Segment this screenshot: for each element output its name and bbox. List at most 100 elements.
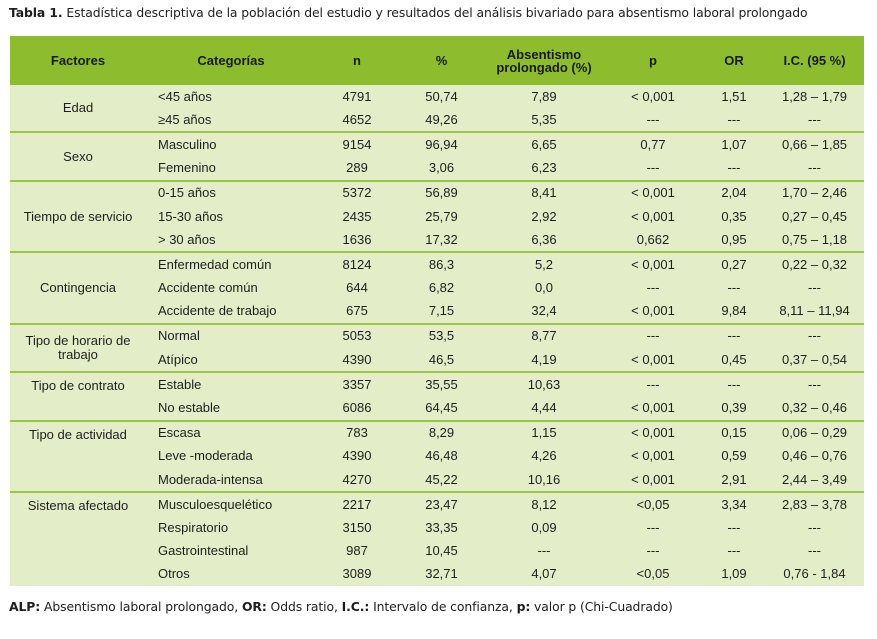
factor-cell: Edad [10, 85, 146, 133]
table-row: Contingencia Enfermedad común 8124 86,3 5,2 <… [10, 251, 864, 324]
ic-cell: 0,32 – 0,46 [765, 396, 864, 421]
header-n: n [316, 36, 398, 85]
ic-cell: 0,27 – 0,45 [765, 204, 864, 229]
table-row: Sexo Masculino 9154 96,94 6,65 0,77 1,07 0,66 –… [10, 131, 864, 181]
p-cell: < 0,001 [603, 348, 703, 373]
p-cell: --- [603, 156, 703, 181]
or-cell: 0,59 [703, 444, 765, 468]
p-cell: 0,77 [603, 131, 703, 157]
category-cell: > 30 años [146, 228, 316, 253]
category-cell: Gastrointestinal [146, 539, 316, 563]
category-cell: <45 años [146, 85, 316, 109]
table-row: Otros 3089 32,71 4,07 <0,05 1,09 0,76 - 1,84 [10, 562, 864, 586]
ic-cell: --- [765, 539, 864, 563]
or-cell: 0,35 [703, 204, 765, 229]
factor-cell: Sistema afectado [10, 491, 146, 586]
ic-cell: --- [765, 276, 864, 300]
table-caption: Tabla 1. Estadística descriptiva de la p… [9, 5, 808, 20]
category-cell: Normal [146, 322, 316, 349]
abs-cell: 4,26 [485, 444, 603, 468]
footnote-text: valor p (Chi-Cuadrado) [530, 599, 673, 614]
category-cell: Accidente común [146, 276, 316, 300]
table-row: > 30 años 1636 17,32 6,36 0,662 0,95 0,75 – 1,… [10, 228, 864, 253]
header-ic: I.C. (95 %) [765, 36, 864, 85]
table-row: Tipo de contrato Estable 3357 35,55 10,63 ---… [10, 371, 864, 421]
abs-cell: 0,09 [485, 516, 603, 540]
pct-cell: 3,06 [398, 156, 485, 181]
pct-cell: 96,94 [398, 131, 485, 157]
n-cell: 675 [316, 299, 398, 324]
table-row: Atípico 4390 46,5 4,19 < 0,001 0,45 0,37 – 0,5… [10, 348, 864, 373]
ic-cell: 1,28 – 1,79 [765, 85, 864, 109]
or-cell: --- [703, 371, 765, 397]
table-row: No estable 6086 64,45 4,44 < 0,001 0,39 0,32 –… [10, 396, 864, 421]
ic-cell: --- [765, 322, 864, 349]
category-cell: 15-30 años [146, 204, 316, 229]
ic-cell: 1,70 – 2,46 [765, 179, 864, 205]
table-row: Tipo de horario de trabajo Normal 5053 53,5… [10, 322, 864, 373]
category-cell: Respiratorio [146, 516, 316, 540]
header-absentismo: Absentismo prolongado (%) [485, 36, 603, 85]
n-cell: 4270 [316, 468, 398, 493]
p-cell: --- [603, 539, 703, 563]
category-cell: Accidente de trabajo [146, 299, 316, 324]
ic-cell: 2,83 – 3,78 [765, 491, 864, 517]
n-cell: 644 [316, 276, 398, 300]
table-row: Sistema afectado Musculoesquelético 2217 23… [10, 491, 864, 586]
abs-cell: 10,16 [485, 468, 603, 493]
table-row: Moderada-intensa 4270 45,22 10,16 < 0,001 2,9… [10, 468, 864, 493]
p-cell: <0,05 [603, 562, 703, 586]
header-pct: % [398, 36, 485, 85]
abs-cell: 2,92 [485, 204, 603, 229]
ic-cell: --- [765, 516, 864, 540]
p-cell: < 0,001 [603, 444, 703, 468]
or-cell: 1,09 [703, 562, 765, 586]
ic-cell: --- [765, 156, 864, 181]
n-cell: 3357 [316, 371, 398, 397]
table-row: Accidente de trabajo 675 7,15 32,4 < 0,001 9,… [10, 299, 864, 324]
factor-cell: Sexo [10, 131, 146, 181]
n-cell: 3150 [316, 516, 398, 540]
abs-cell: 4,44 [485, 396, 603, 421]
category-cell: Enfermedad común [146, 251, 316, 277]
n-cell: 289 [316, 156, 398, 181]
abs-cell: --- [485, 539, 603, 563]
n-cell: 5372 [316, 179, 398, 205]
pct-cell: 32,71 [398, 562, 485, 586]
abs-cell: 6,65 [485, 131, 603, 157]
table-row: Tiempo de servicio 0-15 años 5372 56,89 8,41… [10, 179, 864, 253]
pct-cell: 56,89 [398, 179, 485, 205]
p-cell: --- [603, 516, 703, 540]
n-cell: 783 [316, 419, 398, 445]
ic-cell: 0,46 – 0,76 [765, 444, 864, 468]
category-cell: Atípico [146, 348, 316, 373]
table-row: Femenino 289 3,06 6,23 --- --- --- [10, 156, 864, 181]
or-cell: --- [703, 276, 765, 300]
abs-cell: 5,2 [485, 251, 603, 277]
n-cell: 8124 [316, 251, 398, 277]
table-row: ≥45 años 4652 49,26 5,35 --- --- --- [10, 108, 864, 133]
pct-cell: 7,15 [398, 299, 485, 324]
abs-cell: 6,23 [485, 156, 603, 181]
ic-cell: 0,37 – 0,54 [765, 348, 864, 373]
pct-cell: 45,22 [398, 468, 485, 493]
category-cell: Moderada-intensa [146, 468, 316, 493]
table-row: Tipo de actividad Escasa 783 8,29 1,15 < 0,00… [10, 419, 864, 493]
n-cell: 6086 [316, 396, 398, 421]
abs-cell: 6,36 [485, 228, 603, 253]
p-cell: < 0,001 [603, 419, 703, 445]
abs-cell: 32,4 [485, 299, 603, 324]
ic-cell: 8,11 – 11,94 [765, 299, 864, 324]
header-or: OR [703, 36, 765, 85]
ic-cell: 0,22 – 0,32 [765, 251, 864, 277]
pct-cell: 50,74 [398, 85, 485, 109]
pct-cell: 6,82 [398, 276, 485, 300]
n-cell: 9154 [316, 131, 398, 157]
or-cell: --- [703, 156, 765, 181]
p-cell: < 0,001 [603, 179, 703, 205]
abs-cell: 5,35 [485, 108, 603, 133]
p-cell: --- [603, 322, 703, 349]
p-cell: < 0,001 [603, 251, 703, 277]
category-cell: Otros [146, 562, 316, 586]
category-cell: ≥45 años [146, 108, 316, 133]
